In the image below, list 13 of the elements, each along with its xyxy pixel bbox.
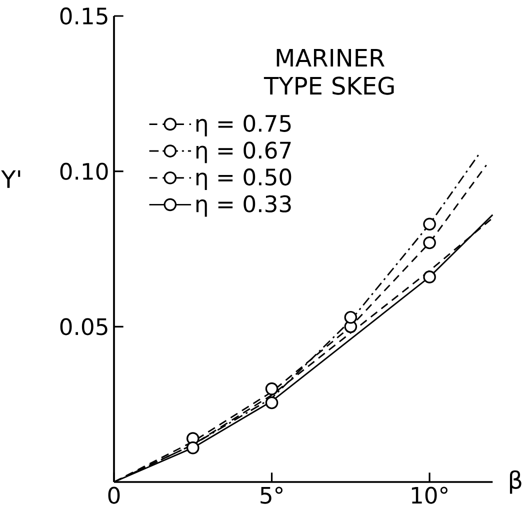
legend-label: η = 0.75 xyxy=(196,114,291,136)
y-tick-label: 0.05 xyxy=(60,318,108,336)
legend-label: η = 0.33 xyxy=(196,195,291,217)
y-tick-label: 0.15 xyxy=(60,7,108,25)
x-tick-label: 10° xyxy=(412,486,448,504)
x-tick-label: 5° xyxy=(260,486,282,504)
legend-label: η = 0.50 xyxy=(196,168,292,190)
legend-title: MARINER TYPE SKEG xyxy=(264,48,394,95)
legend-label: η = 0.67 xyxy=(196,142,291,164)
y-axis-title: Y' xyxy=(1,170,20,188)
y-tick-label: 0.10 xyxy=(60,162,108,180)
x-axis-title: β xyxy=(510,470,522,494)
x-tick-label: 0 xyxy=(108,486,120,504)
